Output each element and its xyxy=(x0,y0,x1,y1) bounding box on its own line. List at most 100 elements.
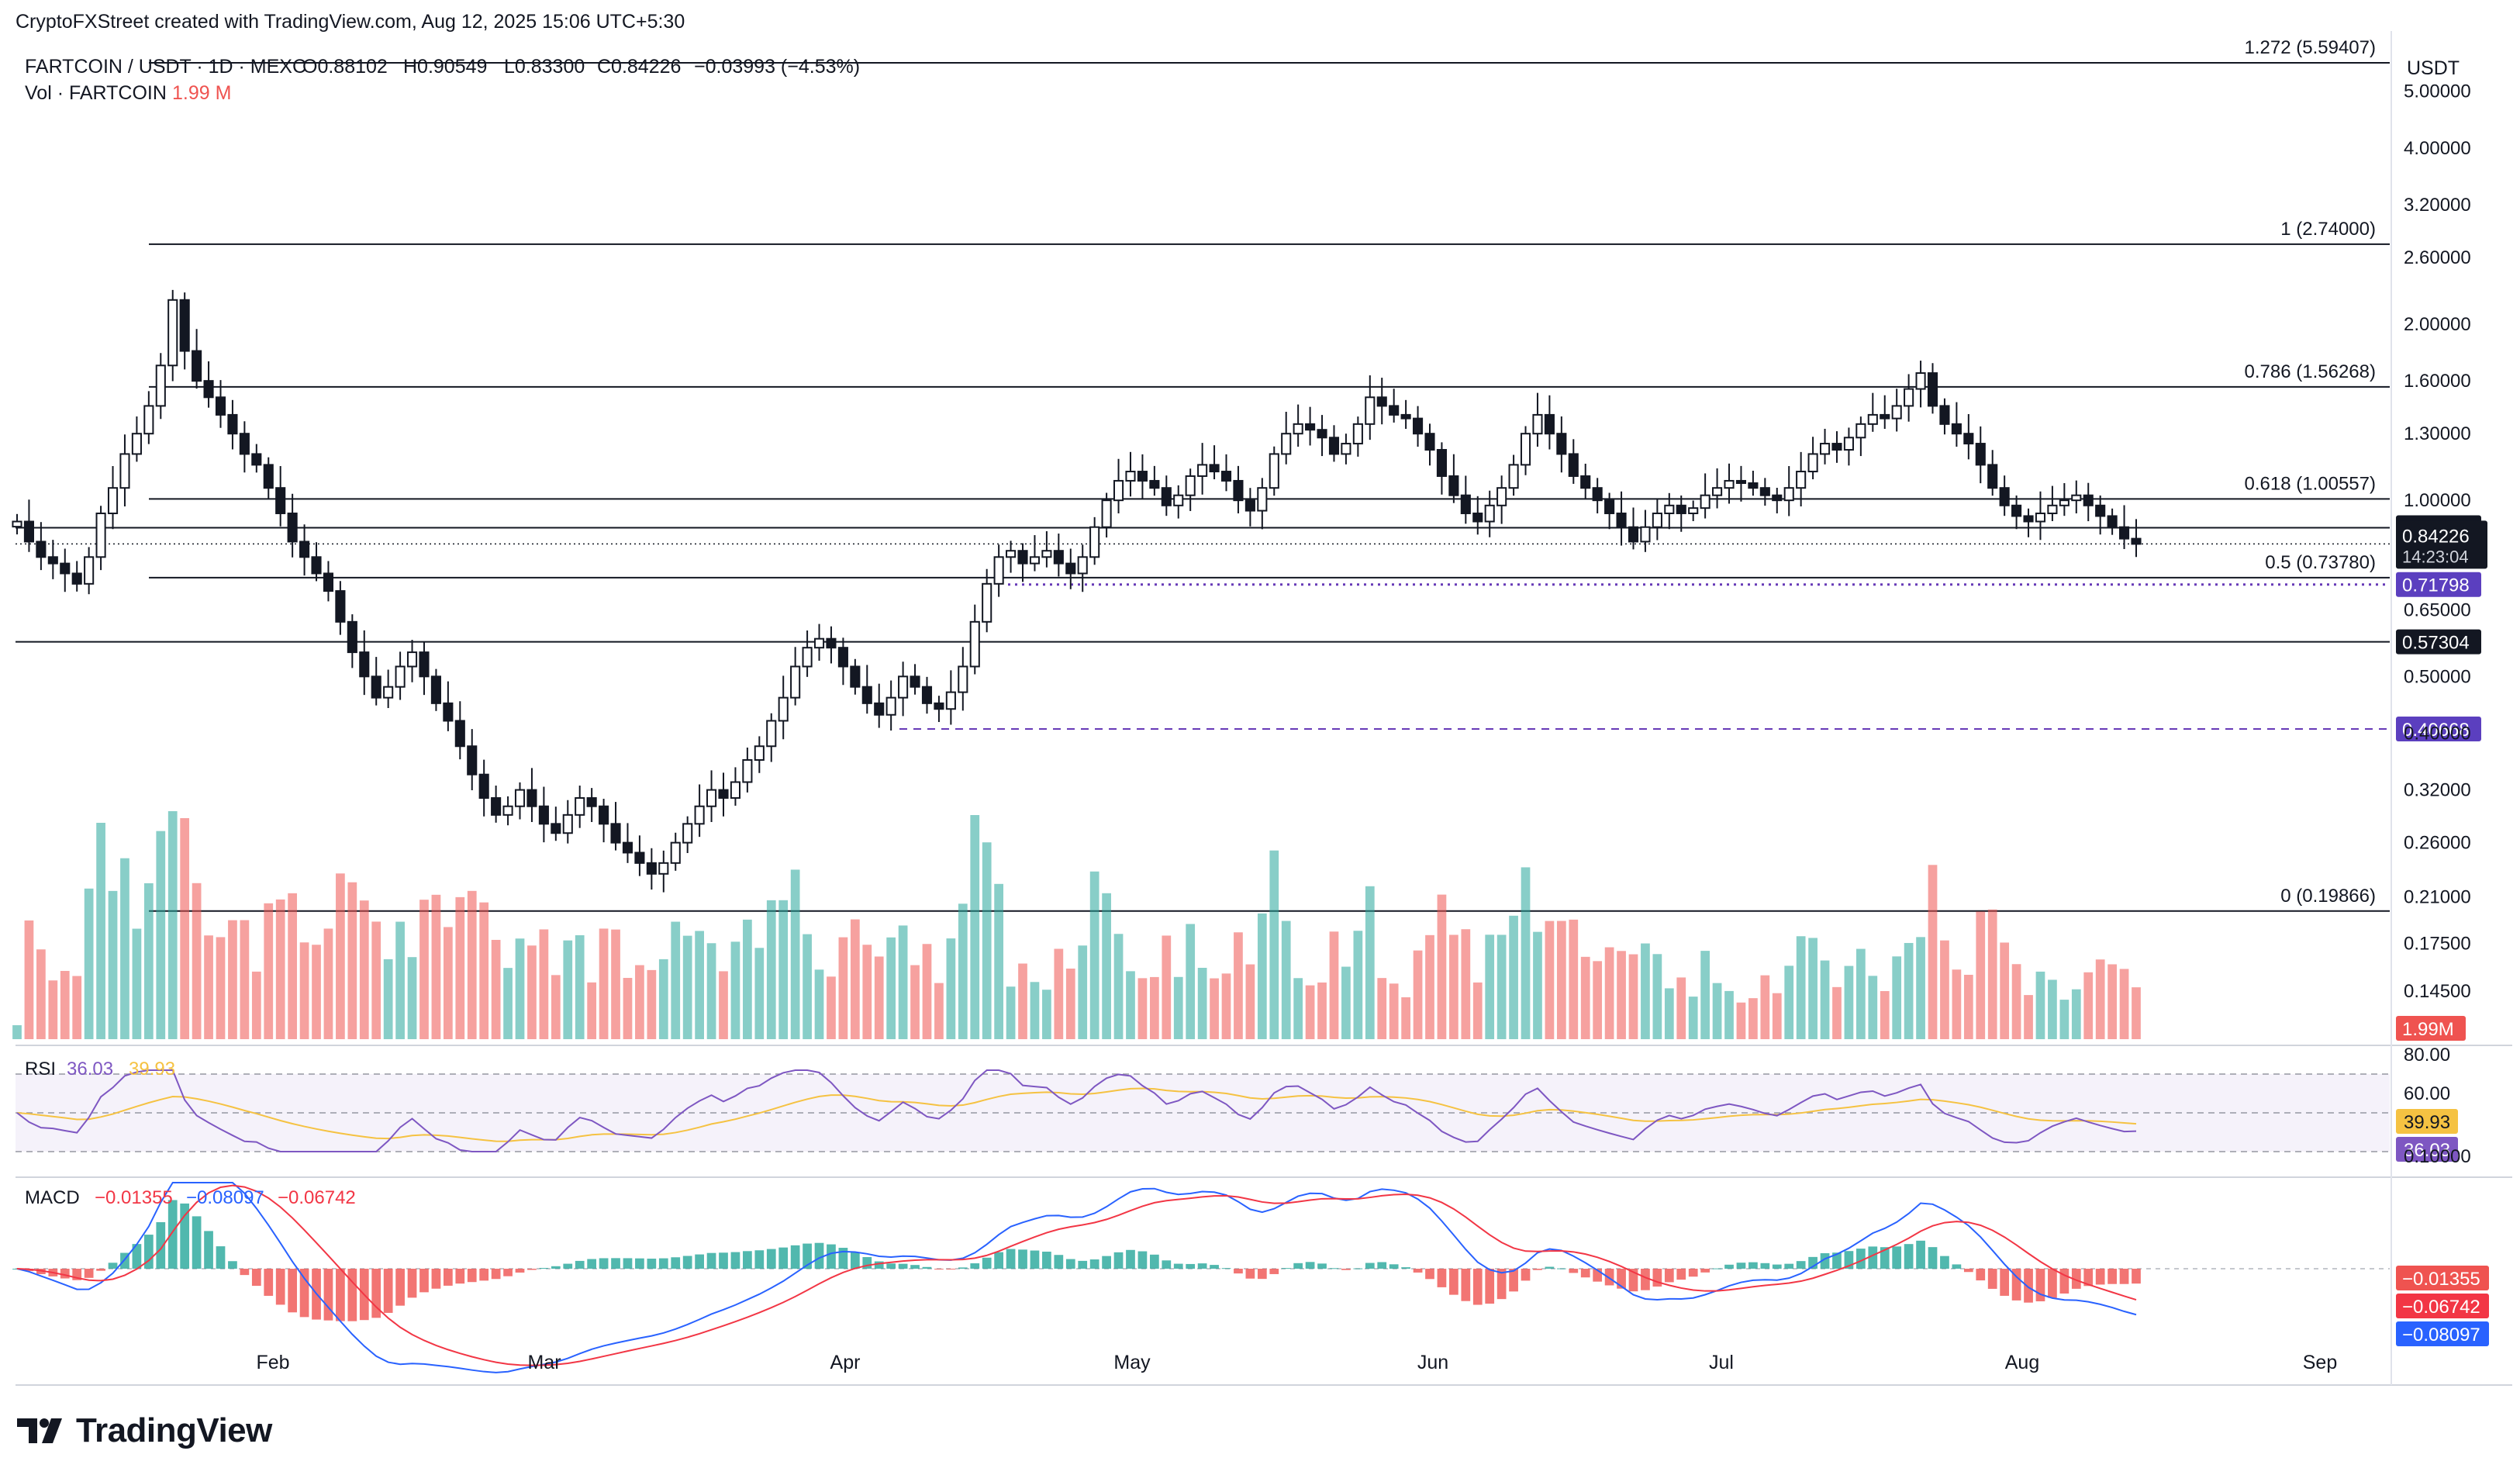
candle-up xyxy=(1496,487,1507,506)
macd-histogram-bar xyxy=(1389,1264,1399,1269)
currency-label: USDT xyxy=(2407,57,2460,79)
volume-bar xyxy=(216,937,226,1039)
candle-up xyxy=(1688,507,1699,514)
macd-histogram-bar xyxy=(862,1257,872,1269)
candle-up xyxy=(1904,388,1914,407)
tradingview-logo[interactable]: TradingView xyxy=(17,1411,272,1450)
volume-bar xyxy=(299,942,309,1039)
macd-histogram-bar xyxy=(1365,1263,1375,1269)
candle-down xyxy=(861,686,872,704)
candle-down xyxy=(2131,537,2142,545)
candle-down xyxy=(1065,562,1076,575)
candle-up xyxy=(730,781,740,799)
price-axis-tick: 0.26000 xyxy=(2404,833,2471,854)
candle-down xyxy=(2083,494,2094,506)
macd-histogram-bar xyxy=(1868,1246,1878,1269)
ohlc-open: O0.88102 xyxy=(302,56,388,78)
candle-down xyxy=(1328,437,1340,455)
candle-up xyxy=(95,512,106,558)
macd-histogram-bar xyxy=(1808,1256,1818,1269)
volume-bar xyxy=(1485,934,1495,1039)
candle-down xyxy=(1544,413,1555,435)
volume-bar xyxy=(539,929,549,1039)
macd-histogram-bar xyxy=(2000,1269,2010,1296)
candle-down xyxy=(610,823,621,844)
rsi-axis-tick: 80.00 xyxy=(2404,1045,2450,1066)
candle-down xyxy=(1017,550,1028,565)
macd-histogram-bar xyxy=(563,1263,573,1269)
price-axis-tick: 0.14500 xyxy=(2404,981,2471,1002)
candle-down xyxy=(1592,487,1603,502)
candle-up xyxy=(1365,396,1376,425)
volume-bar xyxy=(766,900,776,1039)
candle-up xyxy=(119,453,130,489)
candle-down xyxy=(1137,471,1148,482)
volume-bar xyxy=(1772,993,1782,1039)
volume-bar xyxy=(264,903,274,1039)
candle-up xyxy=(167,299,178,367)
macd-histogram-bar xyxy=(1641,1269,1650,1290)
volume-bar xyxy=(1688,997,1698,1039)
candle-up xyxy=(1783,487,1794,502)
macd-histogram-bar xyxy=(72,1269,82,1280)
volume-bar xyxy=(1162,935,1172,1039)
volume-bar xyxy=(790,869,800,1039)
macd-histogram-bar xyxy=(1533,1269,1542,1270)
volume-bar xyxy=(1210,978,1219,1039)
macd-histogram-bar xyxy=(132,1244,142,1269)
volume-bar xyxy=(1556,921,1566,1039)
volume-bar xyxy=(1173,976,1183,1039)
volume-bar xyxy=(658,959,668,1039)
fib-level-label: 1.272 (5.59407) xyxy=(2245,37,2376,58)
volume-bar xyxy=(156,831,166,1039)
macd-histogram-bar xyxy=(1736,1263,1746,1269)
volume-bar xyxy=(1820,960,1830,1039)
volume-bar xyxy=(1449,934,1458,1039)
candle-down xyxy=(850,665,861,688)
volume-bar xyxy=(2059,1000,2070,1039)
price-axis-tick: 2.60000 xyxy=(2404,247,2471,268)
macd-histogram-bar xyxy=(623,1258,633,1269)
tradingview-logo-icon xyxy=(17,1418,62,1443)
candle-up xyxy=(694,805,705,825)
volume-bar xyxy=(1234,932,1243,1039)
tradingview-brand: TradingView xyxy=(76,1411,272,1449)
macd-histogram-bar xyxy=(682,1256,692,1269)
volume-bar xyxy=(108,890,118,1039)
candle-up xyxy=(1843,437,1854,451)
candle-up xyxy=(1532,413,1543,435)
candle-up xyxy=(1508,464,1519,489)
volume-bar xyxy=(143,883,154,1039)
volume-bar xyxy=(551,975,561,1039)
macd-histogram-bar xyxy=(1748,1262,1758,1269)
volume-bar xyxy=(1149,976,1159,1039)
price-axis-tick: 4.00000 xyxy=(2404,138,2471,159)
macd-histogram-bar xyxy=(1173,1263,1183,1269)
price-axis-tick: 0.65000 xyxy=(2404,599,2471,620)
volume-bar xyxy=(671,921,681,1039)
symbol-legend: FARTCOIN / USDT · 1D · MEXC xyxy=(25,56,306,78)
price-axis-tick: 1.60000 xyxy=(2404,371,2471,392)
candle-down xyxy=(1616,512,1627,528)
candle-down xyxy=(910,675,920,688)
candle-up xyxy=(754,745,765,761)
volume-bar xyxy=(1509,915,1518,1039)
candle-down xyxy=(1413,417,1424,435)
candle-up xyxy=(1197,464,1208,477)
macd-histogram-bar xyxy=(1126,1249,1135,1269)
volume-bar xyxy=(132,928,142,1039)
rsi-line xyxy=(16,1069,2137,1152)
candle-down xyxy=(179,299,190,352)
macd-histogram-bar xyxy=(910,1265,920,1269)
candle-down xyxy=(622,841,633,854)
volume-bar xyxy=(371,921,381,1039)
macd-histogram-bar xyxy=(275,1269,285,1305)
macd-histogram-bar xyxy=(671,1257,681,1269)
candle-up xyxy=(502,805,513,816)
macd-histogram-bar xyxy=(204,1231,213,1269)
candle-down xyxy=(646,862,657,875)
volume-bar xyxy=(1245,964,1255,1039)
volume-bar xyxy=(2024,995,2033,1039)
candle-down xyxy=(1556,433,1567,455)
